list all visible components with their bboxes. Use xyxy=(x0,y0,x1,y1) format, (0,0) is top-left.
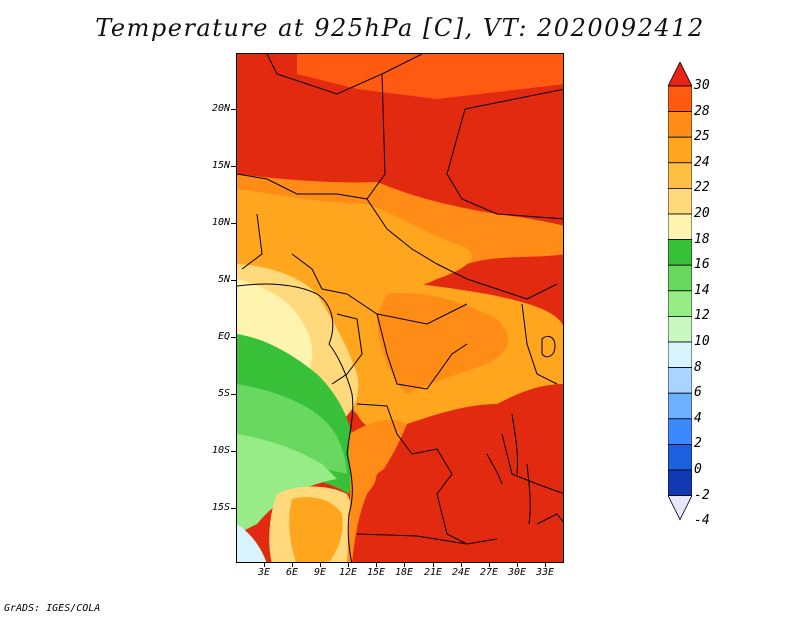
colorbar-swatch xyxy=(668,85,692,113)
colorbar-swatch xyxy=(668,136,692,164)
colorbar-swatch xyxy=(668,239,692,266)
field-hot-south xyxy=(367,409,563,562)
x-tick-label: 30E xyxy=(507,567,527,578)
y-tick-label: 20N xyxy=(211,103,230,114)
colorbar-swatches xyxy=(668,62,692,521)
colorbar-swatch xyxy=(668,290,692,317)
colorbar-swatch xyxy=(668,264,692,292)
x-tick-label: 21E xyxy=(423,567,443,578)
colorbar-label: 22 xyxy=(694,180,710,196)
colorbar-label: 12 xyxy=(694,308,710,324)
field-orange-angola xyxy=(347,419,407,562)
colorbar-label: -2 xyxy=(694,487,710,503)
y-tick xyxy=(231,223,236,224)
field-cold-corner xyxy=(237,524,267,562)
x-tick xyxy=(545,563,546,567)
y-tick-label: 5N xyxy=(217,274,230,285)
colorbar-label: 24 xyxy=(694,154,710,170)
colorbar-swatch xyxy=(668,315,692,343)
x-tick xyxy=(489,563,490,567)
colorbar-swatch xyxy=(668,213,692,241)
colorbar-label: 20 xyxy=(694,206,710,221)
x-tick xyxy=(320,563,321,567)
x-tick xyxy=(264,563,265,567)
colorbar-label: 8 xyxy=(694,359,702,375)
y-tick xyxy=(231,451,236,452)
field-amber-south xyxy=(289,497,343,562)
temperature-field xyxy=(237,54,563,562)
x-tick-label: 6E xyxy=(285,567,299,578)
colorbar-label: 0 xyxy=(694,462,702,477)
y-tick-label: EQ xyxy=(217,331,230,342)
field-orange-central xyxy=(377,293,508,394)
colorbar-label: 6 xyxy=(694,385,702,401)
field-orange-top xyxy=(297,54,563,99)
y-tick xyxy=(231,109,236,110)
credit-text: GrADS: IGES/COLA xyxy=(4,603,101,614)
colorbar-label: 4 xyxy=(694,410,702,426)
temperature-map xyxy=(236,53,564,563)
x-tick xyxy=(292,563,293,567)
colorbar-label: 18 xyxy=(694,231,710,247)
colorbar xyxy=(668,62,692,521)
colorbar-swatch xyxy=(668,418,692,445)
colorbar-label: 30 xyxy=(694,78,710,93)
y-tick-label: 10N xyxy=(211,217,230,228)
colorbar-label: 14 xyxy=(694,282,710,298)
x-tick xyxy=(376,563,377,567)
colorbar-swatch xyxy=(668,162,692,189)
colorbar-swatch xyxy=(668,392,692,420)
colorbar-bottom-triangle xyxy=(668,495,692,521)
y-tick xyxy=(231,280,236,281)
x-tick xyxy=(348,563,349,567)
colorbar-swatch xyxy=(668,469,692,497)
colorbar-label: 28 xyxy=(694,103,710,119)
y-tick xyxy=(231,337,236,338)
colorbar-top-triangle xyxy=(668,62,692,87)
x-tick-label: 3E xyxy=(257,567,271,578)
coastline xyxy=(237,283,354,562)
colorbar-swatch xyxy=(668,443,692,471)
colorbar-label: 2 xyxy=(694,436,702,452)
colorbar-swatch xyxy=(668,188,692,215)
x-tick-label: 9E xyxy=(313,567,327,578)
field-amber-sahel xyxy=(237,189,472,293)
colorbar-label: -4 xyxy=(694,513,710,529)
x-tick-label: 12E xyxy=(338,567,358,578)
map-title: Temperature at 925hPa [C], VT: 202009241… xyxy=(95,14,705,42)
y-tick-label: 10S xyxy=(211,445,230,456)
x-tick-label: 33E xyxy=(535,567,555,578)
x-tick-label: 15E xyxy=(366,567,386,578)
y-tick xyxy=(231,166,236,167)
colorbar-label: 10 xyxy=(694,334,710,349)
colorbar-label: 25 xyxy=(694,129,710,145)
colorbar-label: 16 xyxy=(694,257,710,273)
x-tick xyxy=(461,563,462,567)
y-tick xyxy=(231,394,236,395)
field-palegreen-ocean xyxy=(237,434,337,534)
lakes xyxy=(486,335,556,525)
y-tick xyxy=(231,508,236,509)
colorbar-swatch xyxy=(668,367,692,394)
y-tick-label: 5S xyxy=(217,388,230,399)
colorbar-swatch xyxy=(668,341,692,369)
x-tick xyxy=(404,563,405,567)
country-borders xyxy=(237,54,563,545)
y-tick-label: 15N xyxy=(211,160,230,171)
x-tick xyxy=(517,563,518,567)
x-tick-label: 24E xyxy=(451,567,471,578)
x-tick xyxy=(433,563,434,567)
x-tick-label: 18E xyxy=(394,567,414,578)
colorbar-swatch xyxy=(668,111,692,138)
y-tick-label: 15S xyxy=(211,502,230,513)
x-tick-label: 27E xyxy=(479,567,499,578)
